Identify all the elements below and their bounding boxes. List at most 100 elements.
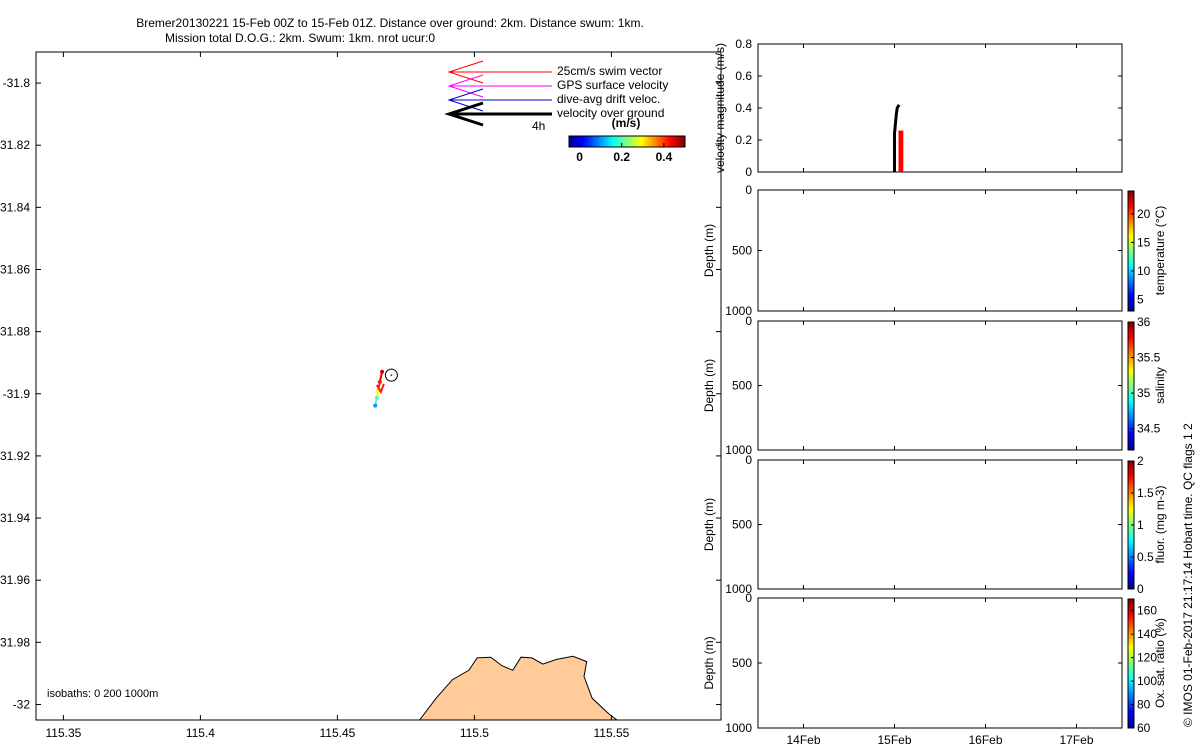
colorbar-tick-label: 0	[1137, 582, 1144, 596]
colorbar-label: Ox. sat. ratio (%)	[1153, 618, 1167, 708]
panel-xtick-label: 15Feb	[877, 733, 911, 747]
panel-2: 0 500 1000 Depth (m) 5 10 15 20 temperature (°C)	[702, 183, 1167, 318]
colorbar-temperature-c	[1127, 190, 1135, 312]
speed-colorbar-tick-label: 0.2	[613, 150, 630, 164]
legend-gps-arrow	[447, 74, 552, 98]
map-axes-frame	[35, 51, 722, 721]
current-position-marker	[384, 368, 398, 382]
colorbar-label: salinity	[1153, 367, 1167, 404]
map-ytick-label: 31.92	[0, 449, 30, 463]
panel-ytick-label: 0.4	[735, 101, 752, 115]
speed-colorbar-ticks: 0 0.2 0.4	[576, 143, 673, 164]
velocity-series-line	[893, 104, 901, 172]
figure-title-line1: Bremer20130221 15-Feb 00Z to 15-Feb 01Z.…	[136, 16, 644, 30]
panel-ylabel: Depth (m)	[702, 636, 716, 689]
map-ytick-label: -31.8	[3, 76, 31, 90]
map-ytick-label: 31.96	[0, 573, 30, 587]
legend-dog-label: velocity over ground	[557, 106, 664, 120]
colorbar-tick-label: 1.5	[1137, 486, 1154, 500]
panel-ytick-label: 0	[745, 183, 752, 197]
legend-drift-label: dive-avg drift veloc.	[557, 92, 660, 106]
velocity-series-line	[898, 130, 904, 172]
map-ytick-label: 31.98	[0, 635, 30, 649]
panel-xtick-label: 17Feb	[1059, 733, 1093, 747]
legend-time-label: 4h	[532, 119, 545, 133]
speed-colorbar-tick-label: 0.4	[656, 150, 673, 164]
panel-frame	[757, 320, 1123, 451]
map-ytick-label: 31.94	[0, 511, 30, 525]
panel-3: 0 500 1000 Depth (m) 34.5 35 35.5 36 salinity	[702, 314, 1167, 457]
colorbar-tick-label: 160	[1137, 604, 1157, 618]
colorbar-tick-label: 1	[1137, 518, 1144, 532]
map-xtick-label: 115.45	[319, 726, 355, 740]
colorbar-tick-label: 36	[1137, 315, 1151, 329]
colorbar-tick-label: 100	[1137, 674, 1157, 688]
map-xtick-label: 115.55	[593, 726, 629, 740]
track-point	[374, 395, 379, 400]
map-legend: 25cm/s swim vector GPS surface velocity …	[444, 60, 668, 133]
panel-ytick-label: 1000	[725, 304, 752, 318]
figure-title-line2: Mission total D.O.G.: 2km. Swum: 1km. nr…	[165, 31, 435, 45]
speed-colorbar-ramp	[568, 135, 686, 148]
speed-colorbar-unit: (m/s)	[612, 116, 641, 130]
map-ytick-label: 31.84	[0, 200, 30, 214]
panel-ytick-label: 0.2	[735, 133, 752, 147]
panel-5: 0 500 1000 Depth (m) 14Feb 15Feb 16Feb 17Feb 60 8…	[702, 591, 1167, 747]
map-xtick-label: 115.4	[186, 726, 215, 740]
panel-ytick-label: 0	[745, 453, 752, 467]
panel-ytick-label: 0	[745, 165, 752, 179]
map-ytick-label: 31.86	[0, 262, 30, 276]
panel-xtick-label: 14Feb	[786, 733, 820, 747]
colorbar-tick-label: 80	[1137, 698, 1151, 712]
colorbar-tick-label: 120	[1137, 651, 1157, 665]
colorbar-tick-label: 140	[1137, 627, 1157, 641]
colorbar-label: temperature (°C)	[1153, 206, 1167, 296]
track-point	[377, 379, 382, 384]
panel-frame	[757, 597, 1123, 729]
colorbar-tick-label: 35.5	[1137, 351, 1161, 365]
panel-ytick-label: 1000	[725, 721, 752, 735]
track-point	[380, 369, 385, 374]
legend-swim-label: 25cm/s swim vector	[557, 64, 662, 78]
panel-xtick-label: 16Feb	[968, 733, 1002, 747]
panel-frame	[757, 189, 1123, 312]
colorbar-label: fluor. (mg m-3)	[1153, 485, 1167, 563]
panel-ylabel: Depth (m)	[702, 498, 716, 551]
panel-ylabel: Depth (m)	[702, 359, 716, 412]
panel-ytick-label: 0	[745, 591, 752, 605]
colorbar-tick-label: 2	[1137, 454, 1144, 468]
colorbar-tick-label: 15	[1137, 235, 1151, 249]
legend-gps-label: GPS surface velocity	[557, 78, 668, 92]
map-panel: 115.35 115.4 115.45 115.5 115.55 -31.8 31.82 31…	[0, 51, 722, 740]
panel-ytick-label: 500	[732, 379, 752, 393]
colorbar-ox-sat-ratio	[1127, 598, 1135, 729]
map-ytick-label: -32	[13, 697, 31, 711]
land-mass	[418, 655, 619, 721]
track-point	[373, 403, 378, 408]
panel-ytick-label: 0.6	[735, 69, 752, 83]
colorbar-tick-label: 20	[1137, 207, 1151, 221]
colorbar-tick-label: 0.5	[1137, 550, 1154, 564]
legend-swim-arrow	[447, 60, 552, 84]
panel-ytick-label: 500	[732, 518, 752, 532]
map-ytick-label: 31.82	[0, 138, 30, 152]
colorbar-tick-label: 34.5	[1137, 422, 1161, 436]
colorbar-tick-label: 5	[1137, 293, 1144, 307]
colorbar-salinity	[1127, 321, 1135, 451]
panel-ytick-label: 0.8	[735, 37, 752, 51]
panel-ylabel: Depth (m)	[702, 224, 716, 277]
speed-colorbar-tick-label: 0	[576, 150, 583, 164]
legend-dog-arrow	[444, 101, 552, 127]
colorbar-tick-label: 60	[1137, 721, 1151, 735]
current-position-dot	[390, 374, 393, 376]
map-ticks: 115.35 115.4 115.45 115.5 115.55 -31.8 31.82 31…	[0, 52, 721, 740]
credit-text: © IMOS 01-Feb-2017 21:17:14 Hobart time.…	[1181, 423, 1195, 727]
colorbar-tick-label: 10	[1137, 264, 1151, 278]
colorbar-tick-label: 35	[1137, 386, 1151, 400]
track-direction-arrowhead	[376, 383, 385, 395]
panel-4: 0 500 1000 Depth (m) 0 0.5 1 1.5 2 fluor. (mg m-3…	[702, 453, 1167, 596]
panel-frame	[757, 43, 1123, 173]
panel-ytick-label: 500	[732, 244, 752, 258]
map-xtick-label: 115.5	[460, 726, 489, 740]
